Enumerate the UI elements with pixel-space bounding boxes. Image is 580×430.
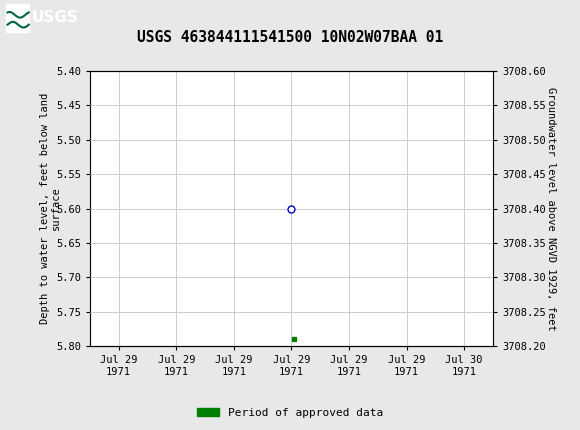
Bar [6, 3, 29, 32]
Legend: Period of approved data: Period of approved data [193, 403, 387, 422]
Text: USGS 463844111541500 10N02W07BAA 01: USGS 463844111541500 10N02W07BAA 01 [137, 30, 443, 45]
Y-axis label: Depth to water level, feet below land
surface: Depth to water level, feet below land su… [39, 93, 61, 324]
Y-axis label: Groundwater level above NGVD 1929, feet: Groundwater level above NGVD 1929, feet [546, 87, 556, 330]
Text: USGS: USGS [32, 10, 79, 25]
